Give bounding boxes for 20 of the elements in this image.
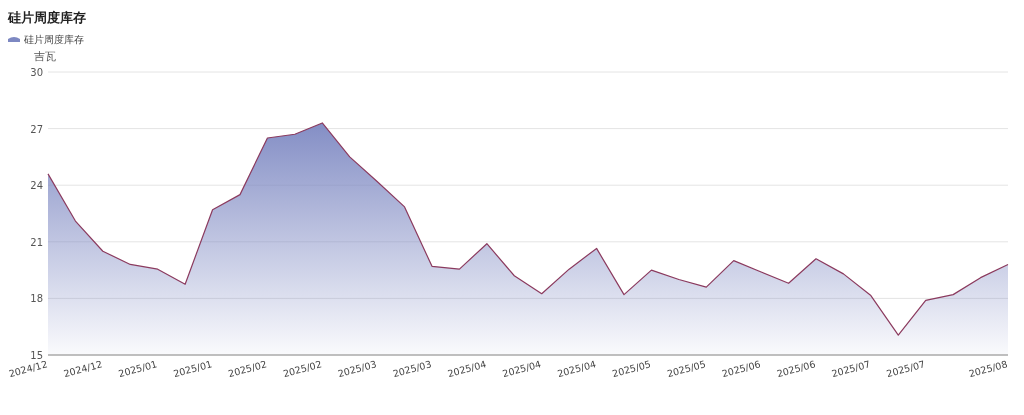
x-tick-label: 2025/04 [501, 358, 543, 380]
x-tick-label: 2024/12 [62, 358, 104, 380]
y-tick-label: 30 [30, 67, 43, 78]
x-tick-label: 2025/02 [226, 358, 268, 380]
y-tick-label: 21 [30, 236, 43, 248]
x-tick-label: 2025/02 [281, 358, 323, 380]
y-tick-label: 24 [30, 180, 43, 192]
y-axis-title: 吉瓦 [34, 50, 56, 63]
x-tick-label: 2025/01 [172, 358, 214, 380]
x-tick-label: 2024/12 [7, 358, 49, 380]
x-tick-label: 2025/03 [336, 358, 378, 380]
y-tick-label: 18 [30, 293, 43, 305]
legend-label: 硅片周度库存 [23, 34, 84, 45]
y-tick-label: 27 [30, 123, 43, 135]
x-tick-label: 2025/01 [117, 358, 159, 380]
x-tick-label: 2025/03 [391, 358, 433, 380]
x-tick-label: 2025/04 [446, 358, 488, 380]
x-tick-label: 2025/04 [556, 358, 598, 380]
y-tick-label: 15 [30, 350, 43, 361]
chart-title: 硅片周度库存 [7, 10, 86, 25]
